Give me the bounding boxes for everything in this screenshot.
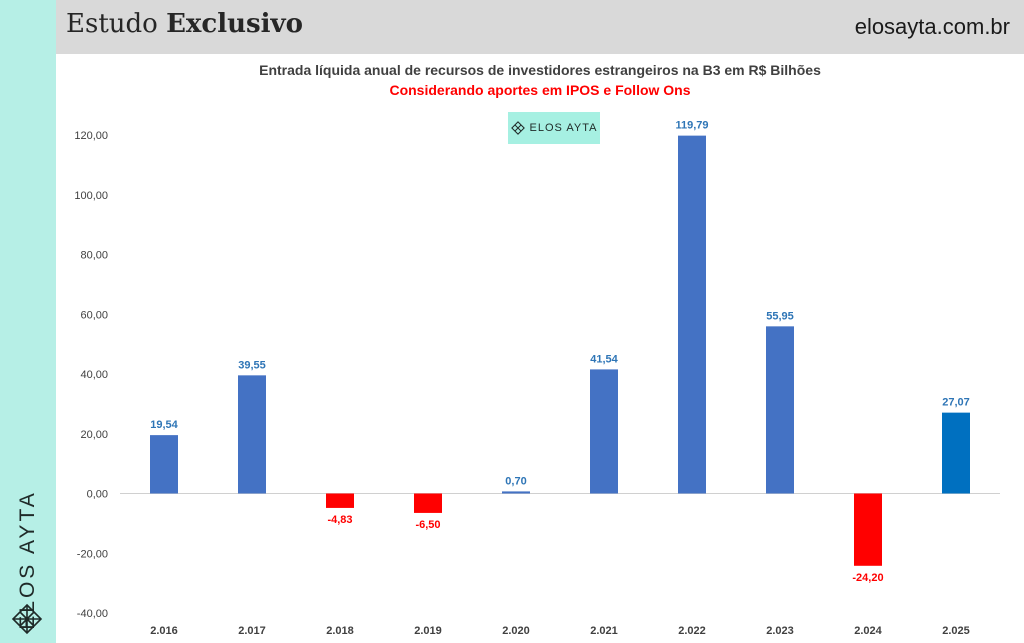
x-tick-label: 2.018 [326,625,354,637]
page-title-bold: Exclusivo [166,9,303,39]
diamond-lattice-icon [11,603,43,635]
data-label: 55,95 [766,310,794,322]
bar [854,493,882,566]
bar [590,369,618,494]
chart-title: Entrada líquida anual de recursos de inv… [259,62,821,78]
x-tick-label: 2.025 [942,625,970,637]
page-title: Estudo Exclusivo [66,9,303,39]
page-title-regular: Estudo [66,9,158,39]
data-label: 27,07 [942,397,970,409]
data-label: 39,55 [238,359,266,371]
header-bar: Estudo Exclusivo elosayta.com.br [56,0,1024,54]
y-tick-label: 20,00 [80,429,108,441]
x-tick-label: 2.017 [238,625,266,637]
data-label: 0,70 [505,475,526,487]
y-tick-label: 100,00 [74,190,108,202]
data-label: 19,54 [150,419,178,431]
data-label: -4,83 [327,514,352,526]
diamond-lattice-icon [510,121,525,135]
y-tick-label: -20,00 [77,548,108,560]
y-tick-label: 80,00 [80,250,108,262]
data-label: 41,54 [590,353,618,365]
y-tick-label: 0,00 [87,489,108,501]
x-tick-label: 2.016 [150,625,178,637]
y-tick-label: 120,00 [74,130,108,142]
chart-subtitle: Considerando aportes em IPOS e Follow On… [389,82,691,98]
bar [942,412,970,494]
data-label: 119,79 [675,120,708,132]
x-tick-label: 2.019 [414,625,442,637]
bar [238,375,266,494]
data-label: -6,50 [415,519,440,531]
bar [150,435,178,494]
x-tick-label: 2.020 [502,625,530,637]
x-tick-label: 2.021 [590,625,618,637]
sidebar: ELOS AYTA [0,0,56,643]
y-tick-label: 40,00 [80,369,108,381]
bar [678,135,706,494]
y-tick-label: 60,00 [80,309,108,321]
bar [766,326,794,494]
y-tick-label: -40,00 [77,608,108,620]
watermark-text: ELOS AYTA [529,122,598,134]
data-label: -24,20 [852,572,883,584]
x-tick-label: 2.023 [766,625,794,637]
bar [326,493,354,508]
x-tick-label: 2.024 [854,625,882,637]
site-url: elosayta.com.br [854,14,1010,39]
x-tick-label: 2.022 [678,625,706,637]
bar [502,491,530,494]
watermark-logo: ELOS AYTA [508,112,600,144]
bar [414,493,442,513]
